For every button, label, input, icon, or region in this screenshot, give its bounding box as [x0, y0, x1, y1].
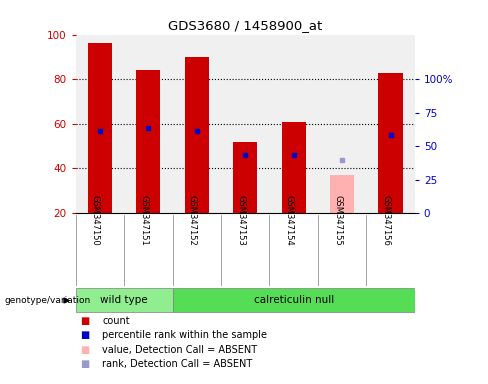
Text: GSM347152: GSM347152: [188, 195, 197, 246]
Text: value, Detection Call = ABSENT: value, Detection Call = ABSENT: [102, 345, 258, 355]
Bar: [282, 122, 306, 213]
Text: GSM347154: GSM347154: [285, 195, 294, 246]
Title: GDS3680 / 1458900_at: GDS3680 / 1458900_at: [168, 19, 323, 32]
Text: calreticulin null: calreticulin null: [254, 295, 334, 306]
Text: ■: ■: [81, 330, 90, 340]
Text: rank, Detection Call = ABSENT: rank, Detection Call = ABSENT: [102, 359, 253, 369]
Text: GSM347155: GSM347155: [333, 195, 342, 246]
Bar: [184, 57, 209, 213]
Text: wild type: wild type: [100, 295, 148, 306]
Text: GSM347153: GSM347153: [236, 195, 245, 246]
Bar: [88, 43, 112, 213]
Bar: [330, 175, 354, 213]
Text: GSM347150: GSM347150: [91, 195, 100, 246]
Bar: [379, 73, 403, 213]
Bar: [76, 288, 173, 313]
Text: GSM347151: GSM347151: [139, 195, 148, 246]
Text: count: count: [102, 316, 130, 326]
Text: percentile rank within the sample: percentile rank within the sample: [102, 330, 267, 340]
Text: genotype/variation: genotype/variation: [5, 296, 91, 305]
Bar: [233, 142, 257, 213]
Text: ■: ■: [81, 345, 90, 355]
Bar: [136, 70, 161, 213]
Text: GSM347156: GSM347156: [382, 195, 390, 246]
Text: ■: ■: [81, 359, 90, 369]
Text: ■: ■: [81, 316, 90, 326]
Bar: [173, 288, 415, 313]
